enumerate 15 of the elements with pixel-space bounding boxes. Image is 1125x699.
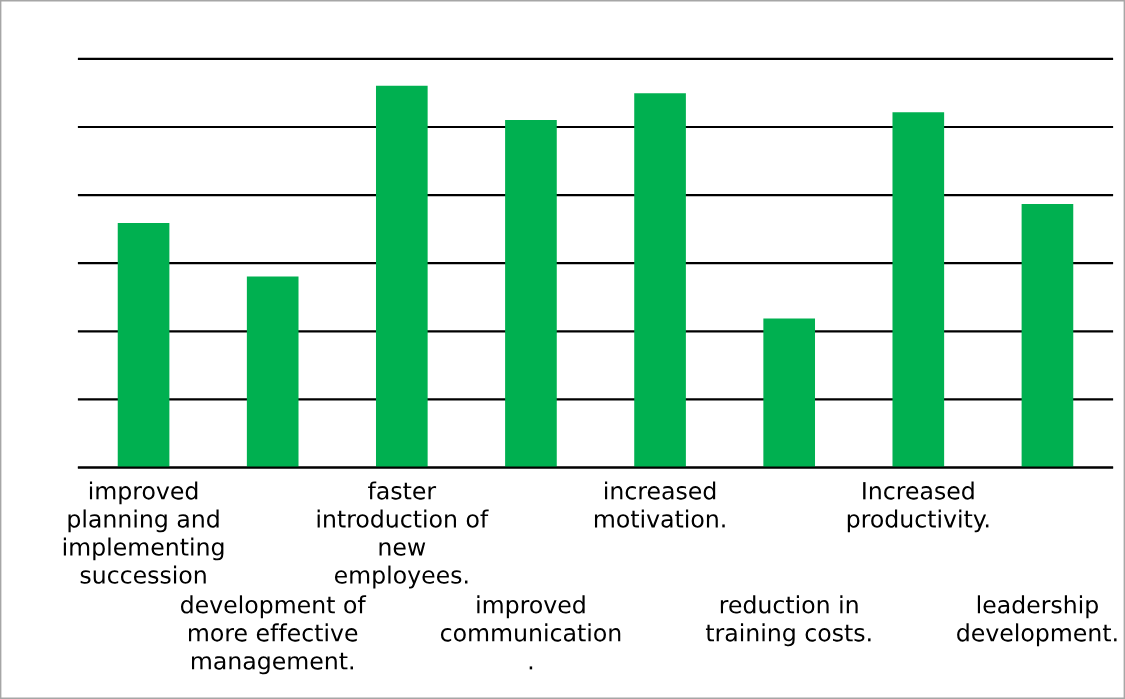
bar — [117, 223, 170, 468]
bar — [505, 120, 557, 468]
x-tick-label: faster introduction of new employees. — [317, 481, 489, 589]
x-tick-label: Increased productivity. — [847, 481, 989, 533]
x-tick-label: increased motivation. — [594, 481, 725, 528]
x-tick-label: reduction in training costs. — [705, 595, 871, 647]
bar — [763, 318, 816, 468]
bar — [892, 112, 945, 468]
x-tick-label: development of more effective management. — [180, 595, 367, 675]
x-tick-label: improved communication . — [440, 595, 621, 670]
bar — [634, 93, 686, 468]
x-tick-label: leadership development. — [957, 595, 1117, 647]
bar — [375, 85, 428, 468]
bar — [1021, 204, 1074, 468]
bar — [246, 276, 299, 468]
